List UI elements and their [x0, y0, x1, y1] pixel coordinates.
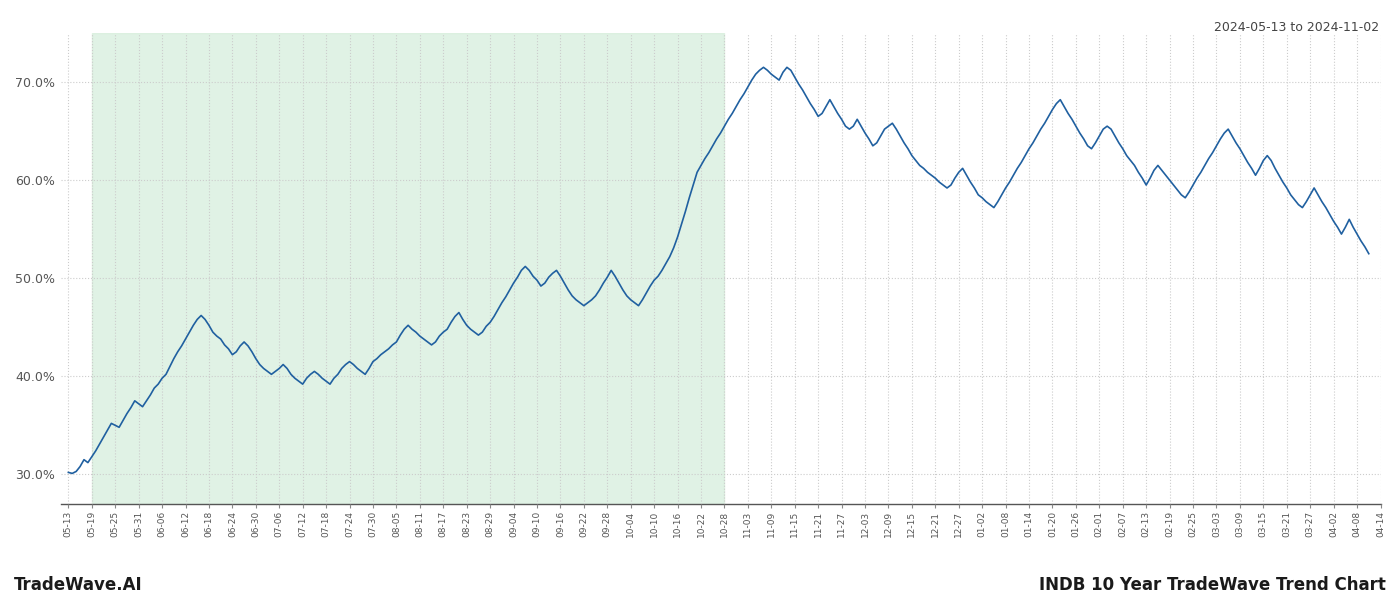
- Text: TradeWave.AI: TradeWave.AI: [14, 576, 143, 594]
- Text: 2024-05-13 to 2024-11-02: 2024-05-13 to 2024-11-02: [1214, 21, 1379, 34]
- Text: INDB 10 Year TradeWave Trend Chart: INDB 10 Year TradeWave Trend Chart: [1039, 576, 1386, 594]
- Bar: [92, 33, 724, 504]
